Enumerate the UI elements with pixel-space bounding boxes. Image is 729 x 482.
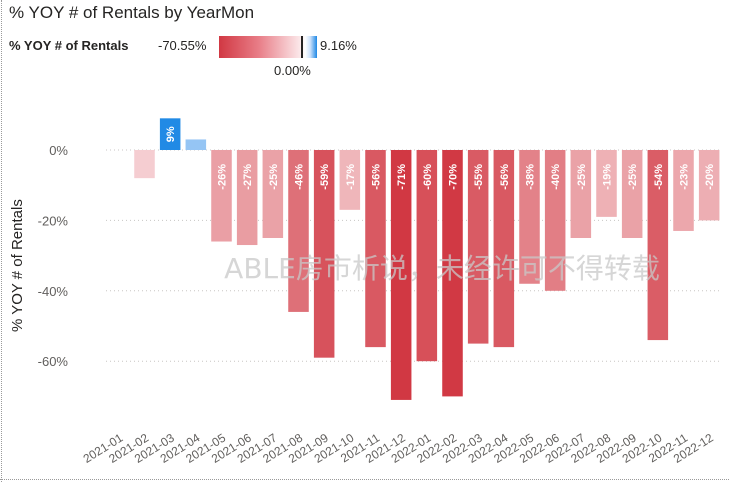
bar-data-label: -38% bbox=[525, 164, 537, 190]
y-tick-label: -20% bbox=[38, 213, 69, 228]
bar-data-label: -20% bbox=[704, 164, 716, 190]
bar bbox=[288, 150, 309, 312]
bar bbox=[211, 150, 232, 242]
bar-data-label: -54% bbox=[653, 164, 665, 190]
bar-data-label: -25% bbox=[576, 164, 588, 190]
frame-border-bottom bbox=[0, 479, 729, 480]
bar-data-label: -17% bbox=[345, 164, 357, 190]
bar-data-label: -46% bbox=[294, 164, 306, 190]
legend-max-label: 9.16% bbox=[320, 38, 357, 53]
bar bbox=[339, 150, 361, 210]
bar bbox=[365, 150, 386, 348]
legend-center-label: 0.00% bbox=[274, 63, 311, 78]
bar-data-label: -25% bbox=[268, 164, 280, 190]
bar bbox=[570, 150, 592, 238]
watermark-text: ABLE房市析说，未经许可不得转载 bbox=[224, 252, 660, 285]
bar bbox=[159, 118, 181, 150]
legend-min-label: -70.55% bbox=[158, 38, 207, 53]
y-tick-label: 0% bbox=[49, 143, 68, 158]
bar-data-label: -25% bbox=[627, 164, 639, 190]
bar bbox=[698, 150, 720, 221]
bar-data-label: -71% bbox=[396, 164, 408, 190]
bar-data-label: -26% bbox=[217, 164, 229, 190]
bar-data-label: -56% bbox=[371, 164, 383, 190]
bar bbox=[442, 150, 463, 397]
bar-data-label: -56% bbox=[499, 164, 511, 190]
bar-data-label: -19% bbox=[602, 164, 614, 190]
bar bbox=[519, 150, 540, 284]
frame-border-left bbox=[1, 0, 2, 482]
bar bbox=[647, 150, 669, 341]
bar bbox=[596, 150, 617, 217]
bar-data-label: -27% bbox=[242, 164, 254, 190]
bar-data-label: 9% bbox=[165, 126, 177, 142]
bar bbox=[134, 150, 155, 179]
legend-center-marker bbox=[301, 36, 303, 58]
legend-gradient-bar bbox=[219, 36, 317, 58]
bar bbox=[185, 139, 207, 150]
bar-data-label: -59% bbox=[319, 164, 331, 190]
bar bbox=[313, 150, 335, 358]
bar bbox=[673, 150, 694, 231]
bar-data-label: -55% bbox=[473, 164, 485, 190]
y-tick-label: -60% bbox=[38, 354, 69, 369]
y-axis-title: % YOY # of Rentals bbox=[9, 199, 26, 332]
bar bbox=[262, 150, 284, 238]
bar-data-label: -23% bbox=[679, 164, 691, 190]
bar bbox=[493, 150, 515, 348]
bar-data-label: -40% bbox=[550, 164, 562, 190]
bar-data-label: -60% bbox=[422, 164, 434, 190]
bar bbox=[621, 150, 643, 238]
bar bbox=[544, 150, 566, 291]
bar-data-label: -70% bbox=[448, 164, 460, 190]
bar bbox=[390, 150, 412, 400]
y-tick-label: -40% bbox=[38, 284, 69, 299]
legend-label: % YOY # of Rentals bbox=[9, 38, 129, 53]
chart-title: % YOY # of Rentals by YearMon bbox=[9, 3, 255, 22]
bar bbox=[236, 150, 258, 246]
bar bbox=[467, 150, 489, 344]
bar bbox=[416, 150, 438, 362]
